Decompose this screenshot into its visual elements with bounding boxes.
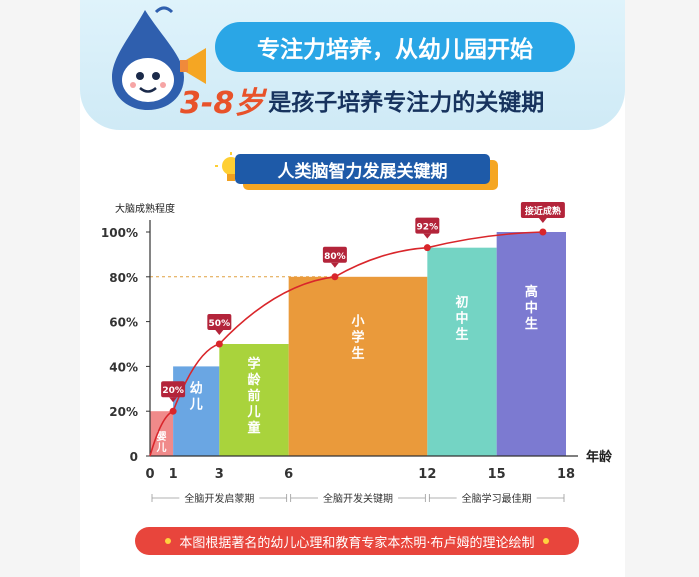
callout-label: 20% xyxy=(162,386,184,396)
section-title-text: 人类脑智力发展关键期 xyxy=(235,154,490,184)
y-tick-label: 80% xyxy=(109,271,138,285)
callout-pointer xyxy=(538,218,547,223)
callout-label: 92% xyxy=(417,223,439,233)
bar-label: 学龄前儿童 xyxy=(246,356,261,436)
headline-pill: 专注力培养，从幼儿园开始 xyxy=(215,22,575,72)
period-label: 全脑学习最佳期 xyxy=(462,492,532,505)
callout-box xyxy=(161,381,186,398)
bar-label: 幼儿 xyxy=(189,380,203,412)
curve-point xyxy=(169,407,177,415)
bar-1 xyxy=(150,411,174,456)
section-title: 人类脑智力发展关键期 xyxy=(215,152,505,190)
age-range-highlight: 3-8岁 xyxy=(180,86,265,121)
x-tick-label: 18 xyxy=(557,467,575,482)
bar-label: 高中生 xyxy=(525,284,538,332)
callout-box xyxy=(322,246,347,263)
x-tick-label: 6 xyxy=(284,467,293,482)
footnote-dot-right xyxy=(542,538,549,544)
mascot-drop-icon xyxy=(112,6,206,110)
callout-pointer xyxy=(169,397,178,403)
curve-point xyxy=(423,244,431,252)
x-tick-label: 1 xyxy=(169,467,178,482)
bar-label: 初中生 xyxy=(455,295,468,343)
y-axis-title: 大脑成熟程度 xyxy=(115,202,175,215)
y-tick-label: 0 xyxy=(130,450,138,464)
footnote-text: 本图根据著名的幼儿心理和教育专家本杰明·布卢姆的理论绘制 xyxy=(179,535,535,551)
x-tick-label: 15 xyxy=(488,467,506,482)
period-label: 全脑开发关键期 xyxy=(323,492,393,505)
period-label-bg xyxy=(179,490,260,506)
callout-pointer xyxy=(330,262,339,268)
callout-box xyxy=(207,314,232,330)
bar-4 xyxy=(288,276,428,456)
curve-point xyxy=(539,228,547,236)
callout-label: 80% xyxy=(324,252,346,262)
callout-box xyxy=(520,202,565,218)
x-tick-label: 12 xyxy=(418,467,436,482)
bar-label: 婴儿 xyxy=(156,431,167,454)
period-label-bg xyxy=(318,490,398,506)
bar-label: 小学生 xyxy=(351,315,364,362)
callout-label: 50% xyxy=(209,319,231,329)
bar-5 xyxy=(427,247,497,456)
callout-label: 接近成熟 xyxy=(525,205,561,217)
period-label: 全脑开发启蒙期 xyxy=(184,492,254,505)
footnote-pill: 本图根据著名的幼儿心理和教育专家本杰明·布卢姆的理论绘制 xyxy=(135,527,579,555)
y-tick-label: 60% xyxy=(109,316,138,330)
subtitle-text: 是孩子培养专注力的关键期 xyxy=(268,90,545,116)
y-tick-label: 20% xyxy=(109,405,138,419)
callout-pointer xyxy=(423,233,432,239)
callout-pointer xyxy=(215,330,224,335)
x-tick-label: 0 xyxy=(145,467,154,482)
period-label-bg xyxy=(456,490,537,506)
x-tick-label: 3 xyxy=(215,467,224,482)
curve-point xyxy=(331,273,339,281)
callout-box xyxy=(415,217,440,234)
footnote-dot-left xyxy=(165,538,172,544)
bar-6 xyxy=(496,232,566,456)
x-axis-title: 年龄 xyxy=(586,449,613,465)
subtitle: 3-8岁 是孩子培养专注力的关键期 xyxy=(180,82,610,121)
bar-3 xyxy=(219,344,289,456)
y-tick-label: 100% xyxy=(101,226,138,240)
curve-point xyxy=(215,340,223,348)
y-tick-label: 40% xyxy=(109,360,138,374)
